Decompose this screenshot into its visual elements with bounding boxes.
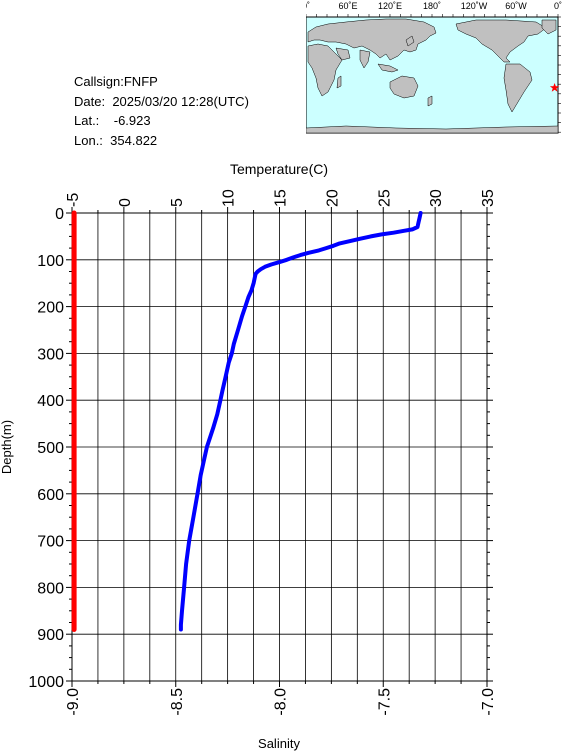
callsign-label: Callsign: [74, 74, 124, 89]
temperature-tick-labels: -5 0 5 10 15 20 25 30 35 [65, 189, 497, 207]
temperature-profile-line [178, 211, 423, 632]
depth-tick-label: 1000 [28, 674, 64, 691]
salinity-tick-label: -9.0 [65, 688, 82, 716]
temperature-axis-label: Temperature(C) [230, 161, 328, 177]
grid-lines [72, 213, 487, 681]
temperature-tick-label: 5 [169, 198, 186, 207]
date-value: 2025/03/20 12:28(UTC) [112, 93, 249, 109]
plot-frame [71, 212, 488, 682]
antarctica-landmass [306, 125, 559, 134]
salinity-tick-label: -8.5 [169, 688, 186, 716]
madagascar-island [336, 75, 342, 89]
depth-tick-label: 700 [37, 534, 64, 551]
salinity-tick-label: -7.0 [480, 688, 497, 716]
axis-ticks [66, 207, 493, 687]
lat-label: Lat.: [74, 113, 100, 128]
africa-landmass [307, 43, 343, 97]
depth-axis-label: Depth(m) [0, 420, 14, 474]
callsign-value: FNFP [123, 74, 158, 89]
map-longitude-label: 180˚ [423, 1, 441, 11]
callsign-row: Callsign:FNFP [74, 72, 249, 92]
date-row: Date: 2025/03/20 12:28(UTC) [74, 92, 249, 112]
salinity-tick-label: -8.0 [273, 688, 290, 716]
arabia-landmass [335, 47, 351, 61]
station-marker-icon [549, 83, 560, 92]
temperature-tick-label: 30 [428, 189, 445, 207]
map-longitude-label: 120˚E [378, 1, 402, 11]
temperature-tick-label: 20 [324, 189, 341, 207]
data-series [71, 210, 423, 632]
map-longitude-label: 60˚W [505, 1, 527, 11]
lon-row: Lon.: 354.822 [74, 131, 249, 151]
depth-tick-label: 600 [37, 487, 64, 504]
greenland-landmass [541, 19, 557, 35]
depth-tick-label: 900 [37, 627, 64, 644]
depth-tick-label: 400 [37, 393, 64, 410]
temperature-tick-label: 25 [376, 189, 393, 207]
temperature-tick-label: 10 [221, 189, 238, 207]
temperature-tick-label: -5 [65, 193, 82, 207]
lat-row: Lat.: -6.923 [74, 111, 249, 131]
map-longitude-label: 60˚E [338, 1, 357, 11]
salinity-tick-labels: -9.0 -8.5 -8.0 -7.5 -7.0 [65, 688, 497, 716]
temperature-tick-label: 0 [117, 198, 134, 207]
depth-tick-labels: 0 100 200 300 400 500 600 700 800 900 1000 [28, 206, 64, 691]
new-zealand-islands [427, 95, 433, 107]
date-label: Date: [74, 93, 106, 109]
japan-islands [405, 35, 415, 47]
india-landmass [359, 49, 371, 69]
map-longitude-label: 0˚ [306, 1, 310, 11]
depth-tick-label: 300 [37, 346, 64, 363]
salinity-tick-label: -7.5 [376, 688, 393, 716]
temperature-tick-label: 15 [273, 189, 290, 207]
station-info: Callsign:FNFP Date: 2025/03/20 12:28(UTC… [74, 72, 249, 150]
depth-tick-label: 200 [37, 300, 64, 317]
north-america-landmass [455, 19, 547, 63]
lon-value: 354.822 [110, 132, 158, 148]
depth-tick-label: 100 [37, 253, 64, 270]
south-america-landmass [503, 63, 533, 113]
depth-tick-label: 500 [37, 440, 64, 457]
map-longitude-labels: 0˚ 60˚E 120˚E 180˚ 120˚W 60˚W 0˚ [306, 1, 562, 17]
salinity-axis-label: Salinity [258, 736, 300, 751]
eurasia-landmass [307, 18, 437, 61]
map-land [306, 18, 559, 134]
depth-tick-label: 800 [37, 580, 64, 597]
indonesia-islands [377, 63, 399, 73]
temperature-tick-label: 35 [480, 189, 497, 207]
australia-landmass [389, 75, 419, 99]
lat-value: -6.923 [113, 113, 151, 128]
map-longitude-label: 120˚W [461, 1, 488, 11]
depth-tick-label: 0 [55, 206, 64, 223]
map-longitude-label: 0˚ [554, 1, 562, 11]
lon-label: Lon.: [74, 132, 103, 148]
